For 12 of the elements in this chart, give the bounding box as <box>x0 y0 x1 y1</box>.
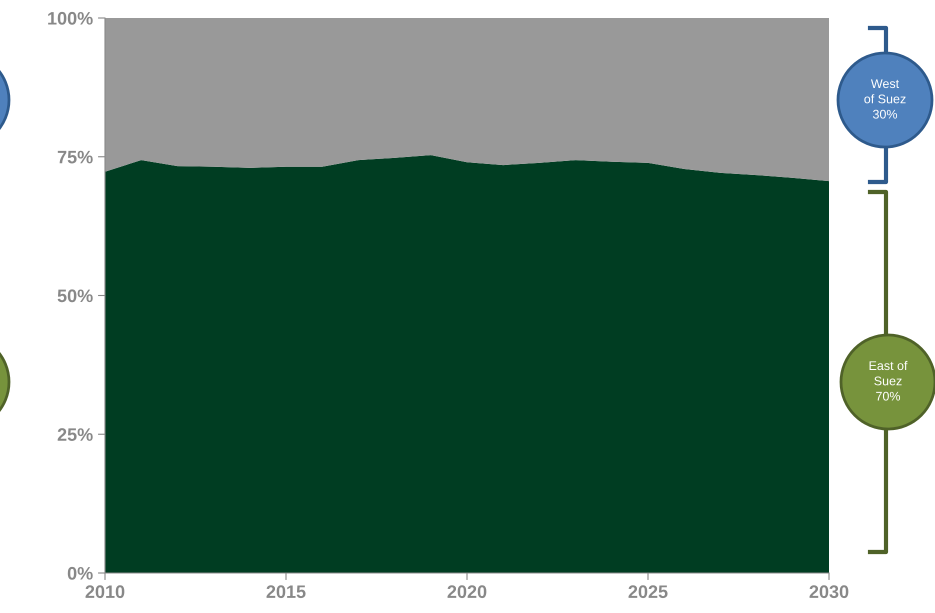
y-tick-label: 25% <box>58 428 93 441</box>
x-tick-label: 2030 <box>810 585 848 598</box>
x-tick-label: 2015 <box>266 585 306 598</box>
y-tick-label: 75% <box>58 150 93 164</box>
x-tick-label: 2025 <box>628 585 668 598</box>
y-tick-label: 50% <box>58 289 93 302</box>
x-tick-label: 2020 <box>448 585 486 598</box>
x-tick-label: 2010 <box>86 585 124 598</box>
text: East of Suez 70% <box>870 360 908 401</box>
text: West of Suez 30% <box>864 79 906 119</box>
y-tick-label: 100% <box>48 12 93 25</box>
y-tick-label: 0% <box>68 566 93 580</box>
